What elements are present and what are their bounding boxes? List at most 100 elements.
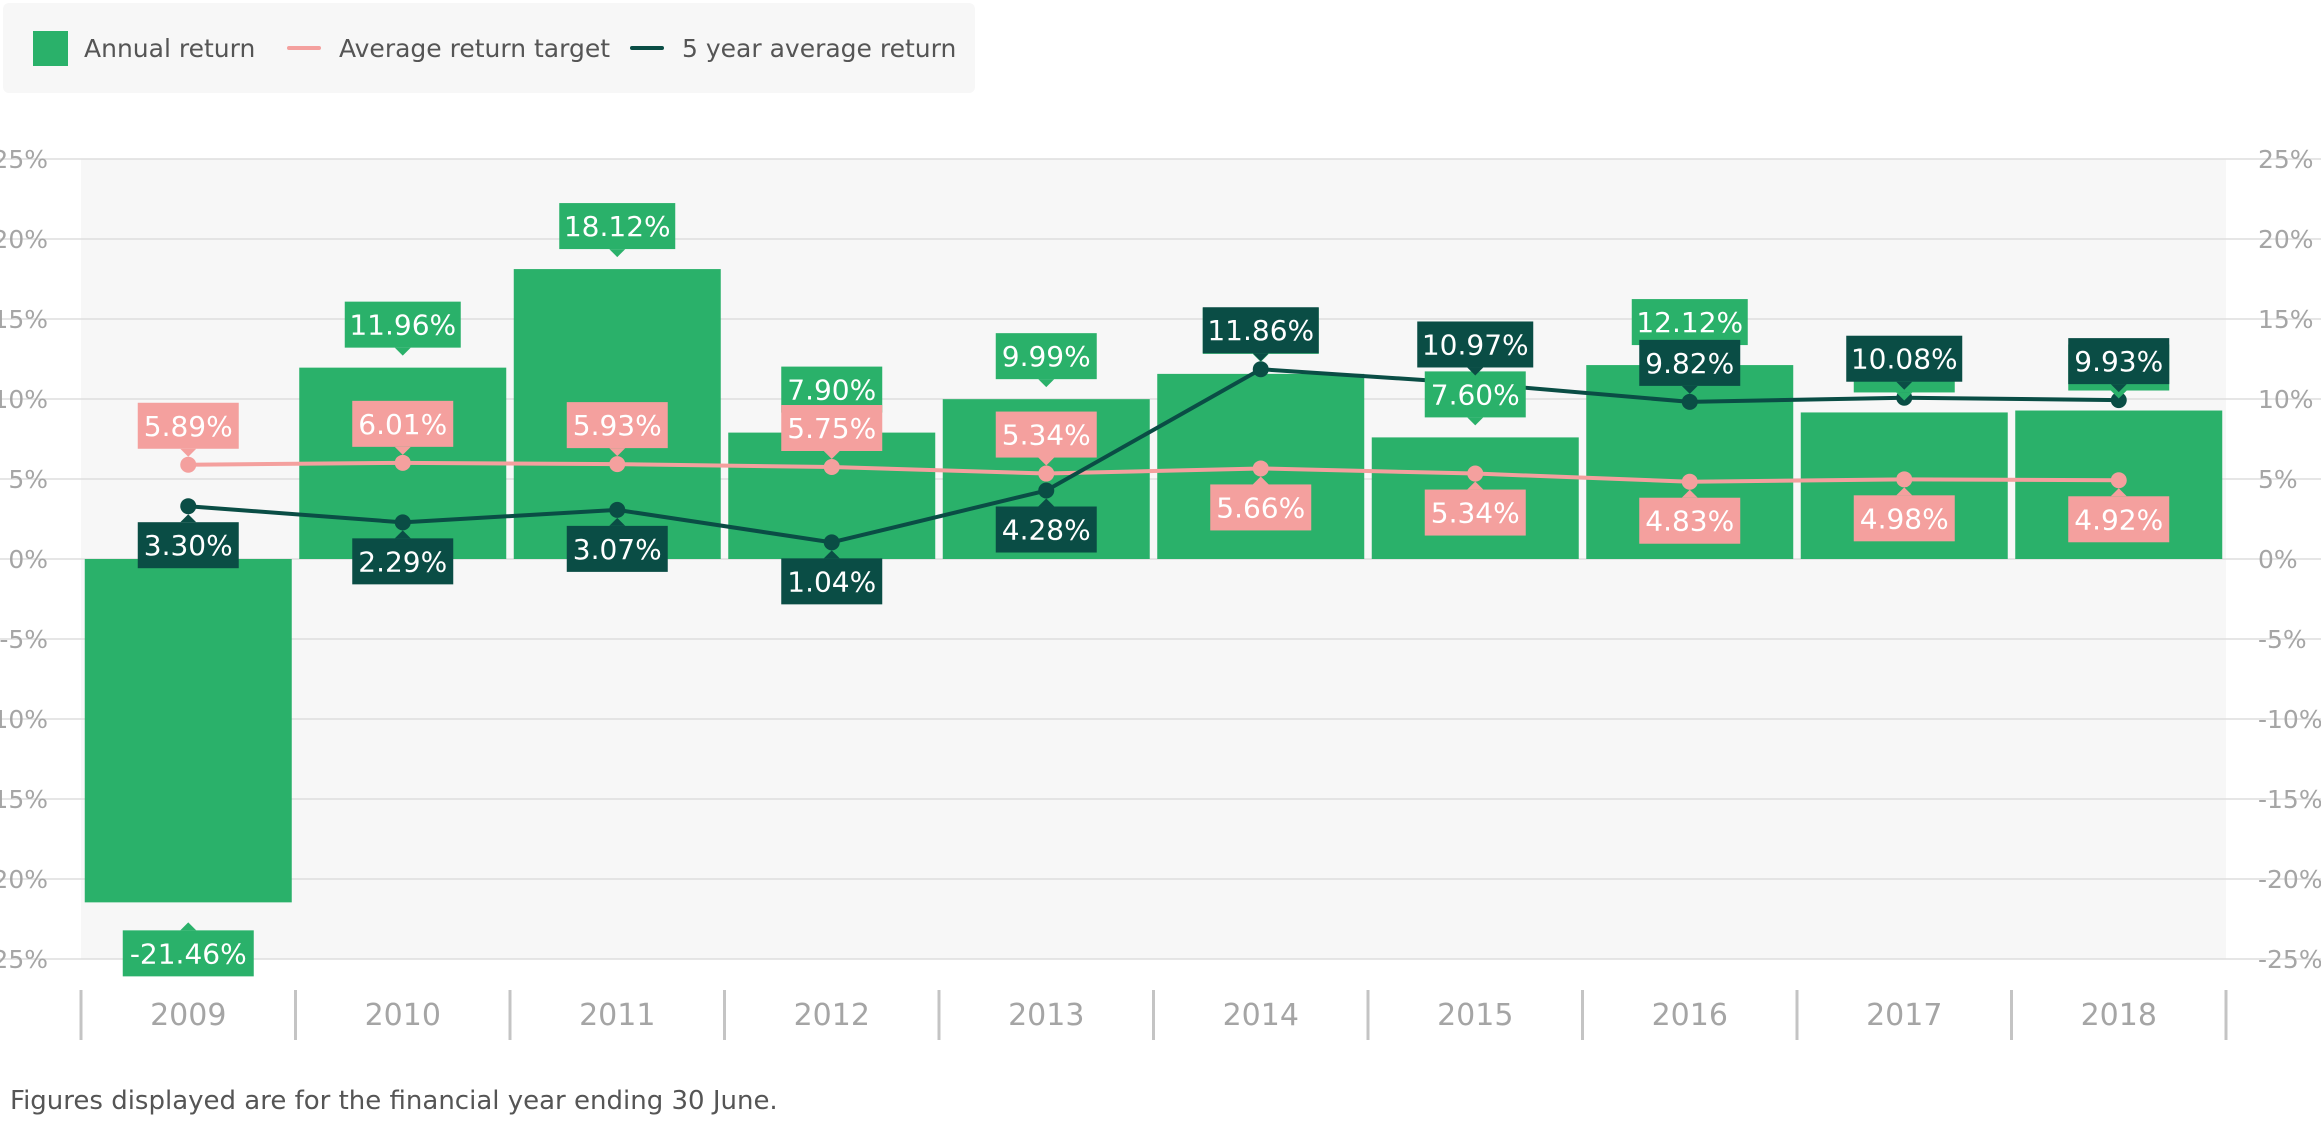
data-label-5-year-average-return-box [1202, 307, 1319, 354]
y-tick-label-left: 10% [0, 385, 48, 414]
data-label-average-return-target: 5.66% [1216, 491, 1305, 524]
data-label-average-return-target-pointer [1681, 489, 1698, 498]
legend-label-annual-return: Annual return [84, 33, 256, 63]
x-tick-label: 2012 [794, 998, 870, 1033]
data-label-average-return-target-pointer [394, 446, 411, 455]
data-label-5-year-average-return-box [2068, 338, 2170, 385]
y-tick-label-left: 25% [0, 145, 48, 174]
data-label-annual-return-box [344, 301, 461, 348]
legend-swatch-annual-return [33, 30, 68, 66]
average-return-target-point [394, 454, 411, 471]
x-tick-label: 2018 [2081, 998, 2157, 1033]
y-tick-label-left: -10% [0, 705, 48, 734]
legend-label-average-return-target: Average return target [339, 33, 611, 63]
data-label-5-year-average-return-box [1846, 335, 1963, 382]
data-label-average-return-target-box [781, 405, 883, 451]
legend-item-annual-return[interactable]: Annual return [33, 3, 255, 93]
data-label-5-year-average-return-pointer [1252, 353, 1269, 362]
data-label-annual-return-box [1424, 371, 1526, 418]
data-label-annual-return-box [122, 930, 254, 977]
data-label-annual-return: -21.46% [130, 937, 247, 970]
five-year-average-return-point [1038, 482, 1055, 499]
x-tick-label: 2014 [1223, 998, 1299, 1033]
average-return-target-point [1467, 465, 1484, 482]
data-label-average-return-target: 4.92% [2074, 503, 2163, 536]
data-label-annual-return: 11.96% [349, 309, 456, 342]
data-label-5-year-average-return: 2.29% [358, 545, 447, 578]
y-tick-label-left: -15% [0, 785, 48, 814]
five-year-average-return-point [1681, 393, 1698, 410]
data-label-average-return-target: 6.01% [358, 408, 447, 441]
average-return-target-point [2110, 472, 2127, 489]
data-label-annual-return-pointer [1467, 417, 1484, 426]
average-return-target-point [1896, 471, 1913, 488]
data-label-average-return-target-pointer [1467, 481, 1484, 490]
data-label-5-year-average-return: 4.28% [1002, 514, 1091, 547]
data-label-average-return-target-box [137, 402, 239, 449]
data-label-average-return-target: 5.75% [787, 412, 876, 445]
five-year-average-return-point [180, 498, 197, 515]
data-label-average-return-target-box [995, 411, 1097, 458]
data-label-5-year-average-return-pointer [2110, 384, 2127, 393]
five-year-average-return-line [188, 367, 2119, 545]
y-tick-label-right: -15% [2258, 785, 2321, 814]
data-label-average-return-target-box [1424, 489, 1526, 536]
data-label-annual-return-box [995, 333, 1097, 380]
data-label-5-year-average-return: 1.04% [787, 565, 876, 598]
data-label-annual-return-pointer [394, 347, 411, 356]
y-tick-label-right: 10% [2258, 385, 2314, 414]
x-tick-label: 2010 [365, 998, 441, 1033]
data-label-average-return-target-pointer [180, 448, 197, 457]
data-label-average-return-target-pointer [609, 448, 626, 457]
data-label-5-year-average-return: 9.93% [2074, 345, 2163, 378]
data-label-average-return-target-box [1853, 495, 1955, 542]
data-label-5-year-average-return: 11.86% [1207, 314, 1314, 347]
data-label-average-return-target-box [1210, 484, 1312, 531]
data-label-average-return-target-pointer [2110, 488, 2127, 497]
data-label-average-return-target: 5.93% [573, 409, 662, 442]
y-tick-label-right: 0% [2258, 545, 2298, 574]
data-label-5-year-average-return-box [352, 538, 454, 585]
data-label-annual-return-pointer [609, 249, 626, 258]
data-label-average-return-target-box [1639, 497, 1741, 544]
data-label-average-return-target-pointer [823, 451, 840, 459]
legend-swatch-average-return-target [287, 46, 321, 50]
chart-legend: Annual return Average return target 5 ye… [3, 3, 975, 93]
data-label-5-year-average-return-box [1417, 321, 1534, 368]
legend-swatch-5-year-average-return [630, 46, 664, 50]
chart-footnote: Figures displayed are for the financial … [10, 1086, 778, 1116]
data-label-average-return-target-box [2068, 496, 2170, 543]
data-label-average-return-target: 5.89% [144, 410, 233, 443]
data-label-annual-return-box [781, 366, 883, 413]
five-year-average-return-point [394, 514, 411, 531]
y-tick-label-left: 20% [0, 225, 48, 254]
data-label-average-return-target: 5.34% [1002, 419, 1091, 452]
data-label-5-year-average-return-box [781, 558, 883, 605]
average-return-target-point [1681, 473, 1698, 490]
five-year-average-return-point [2110, 392, 2127, 409]
data-label-5-year-average-return-pointer [1681, 385, 1698, 394]
y-tick-label-right: -20% [2258, 865, 2321, 894]
y-tick-label-left: -5% [0, 625, 48, 654]
x-tick-label: 2017 [1866, 998, 1942, 1033]
data-label-average-return-target: 4.98% [1860, 502, 1949, 535]
average-return-target-point [180, 456, 197, 473]
data-label-5-year-average-return-pointer [823, 550, 840, 559]
data-label-5-year-average-return-pointer [1467, 367, 1484, 376]
legend-item-average-return-target[interactable]: Average return target [287, 3, 610, 93]
legend-item-5-year-average-return[interactable]: 5 year average return [630, 3, 956, 93]
data-label-annual-return: 7.90% [787, 374, 876, 407]
data-label-annual-return-box [559, 203, 676, 250]
data-label-5-year-average-return: 9.82% [1645, 347, 1734, 380]
y-tick-label-right: 15% [2258, 305, 2314, 334]
data-label-5-year-average-return-box [995, 506, 1097, 553]
average-return-target-line [188, 460, 2119, 484]
data-label-annual-return-pointer [1896, 392, 1913, 401]
average-return-target-point [1252, 460, 1269, 477]
data-label-average-return-target: 5.34% [1431, 497, 1520, 530]
x-tick-label: 2016 [1652, 998, 1728, 1033]
y-tick-label-right: -5% [2258, 625, 2307, 654]
average-return-target-point [609, 456, 626, 473]
y-tick-label-right: 20% [2258, 225, 2314, 254]
x-tick-label: 2015 [1437, 998, 1513, 1033]
